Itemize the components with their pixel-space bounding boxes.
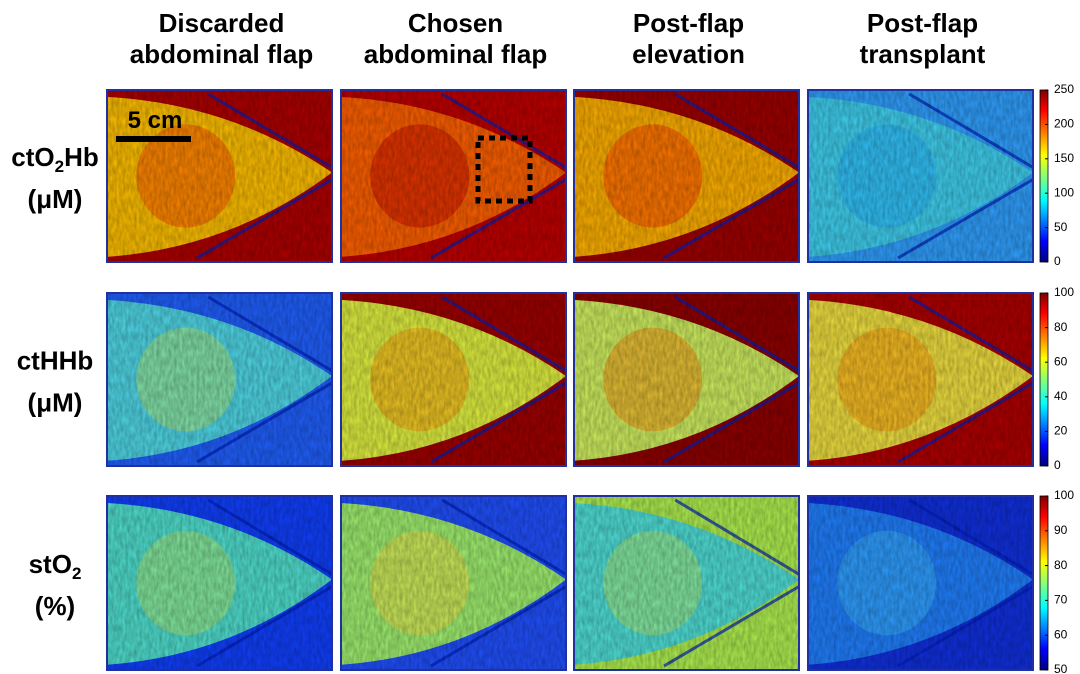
texture: [808, 496, 1033, 670]
panels: [107, 90, 1033, 670]
colorbar-tick-label: 50: [1054, 662, 1068, 674]
image-panel: [574, 496, 799, 670]
image-panel: [808, 293, 1033, 466]
column-header: Post-flap: [633, 8, 744, 38]
row-unit: (μM): [28, 388, 83, 418]
texture: [808, 293, 1033, 466]
image-panel: [107, 293, 332, 466]
colorbar-tick-label: 0: [1054, 458, 1061, 472]
scale-bar-label: 5 cm: [128, 107, 183, 134]
texture: [574, 90, 799, 262]
colorbar: [1040, 90, 1048, 262]
colorbar-tick-label: 90: [1054, 523, 1068, 537]
column-header: Post-flap: [867, 8, 978, 38]
colorbar-tick-label: 70: [1054, 593, 1068, 607]
image-panel: [808, 90, 1033, 262]
row-label-text: stO: [29, 549, 72, 579]
colorbar-tick-label: 100: [1054, 285, 1074, 299]
colorbar-tick-label: 150: [1054, 151, 1074, 165]
colorbar-tick-label: 20: [1054, 424, 1068, 438]
image-panel: [808, 496, 1033, 670]
row-label-text: ctHHb: [17, 346, 94, 376]
colorbar-tick-label: 40: [1054, 389, 1068, 403]
column-header: abdominal flap: [364, 39, 547, 69]
figure: Discardedabdominal flapChosenabdominal f…: [0, 0, 1080, 674]
texture: [341, 293, 566, 466]
colorbar-tick-label: 60: [1054, 627, 1068, 641]
texture: [107, 496, 332, 670]
column-header: abdominal flap: [130, 39, 313, 69]
texture: [341, 496, 566, 670]
row-label: ctO2Hb: [11, 142, 98, 176]
column-header: elevation: [632, 39, 745, 69]
texture: [574, 293, 799, 466]
colorbar-tick-label: 80: [1054, 558, 1068, 572]
row-unit: (μM): [28, 184, 83, 214]
texture: [107, 293, 332, 466]
colorbar: [1040, 293, 1048, 466]
image-panel: [574, 293, 799, 466]
texture: [574, 496, 799, 670]
image-panel: [574, 90, 799, 262]
subscript: 2: [55, 157, 64, 176]
row-label: ctHHb: [17, 346, 94, 376]
row-unit: (%): [35, 591, 75, 621]
row-label-text: Hb: [64, 142, 99, 172]
row-label-text: ctO: [11, 142, 54, 172]
column-header: Chosen: [408, 8, 503, 38]
colorbar-tick-label: 100: [1054, 185, 1074, 199]
colorbar-tick-label: 0: [1054, 254, 1061, 268]
colorbar-tick-label: 100: [1054, 488, 1074, 502]
image-panel: [341, 293, 566, 466]
image-panel: [341, 496, 566, 670]
column-header: transplant: [860, 39, 986, 69]
colorbar: [1040, 496, 1048, 670]
image-panel: [341, 90, 566, 262]
colorbar-tick-label: 200: [1054, 117, 1074, 131]
subscript: 2: [72, 564, 81, 583]
colorbar-tick-label: 250: [1054, 82, 1074, 96]
colorbar-tick-label: 60: [1054, 354, 1068, 368]
colorbar-tick-label: 50: [1054, 220, 1068, 234]
column-header: Discarded: [159, 8, 285, 38]
row-label: stO2: [29, 549, 82, 583]
texture: [808, 90, 1033, 262]
image-panel: [107, 496, 332, 670]
colorbar-tick-label: 80: [1054, 320, 1068, 334]
